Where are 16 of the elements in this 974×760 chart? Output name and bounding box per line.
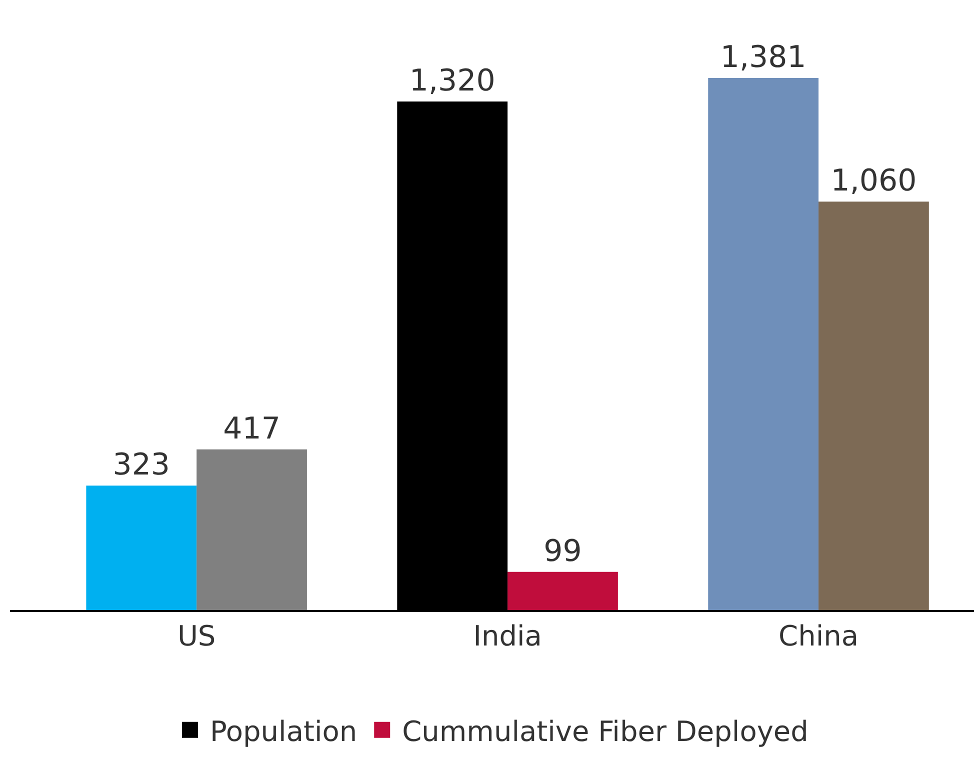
data-label: 323 bbox=[112, 448, 170, 483]
x-tick-label: US bbox=[177, 620, 216, 653]
bar bbox=[818, 202, 929, 610]
x-tick-label: China bbox=[778, 620, 859, 653]
data-label: 417 bbox=[223, 411, 280, 446]
legend-label: Cummulative Fiber Deployed bbox=[402, 714, 808, 748]
x-tick-label: India bbox=[473, 620, 542, 653]
data-label: 1,381 bbox=[720, 40, 806, 75]
bar bbox=[86, 486, 197, 610]
bar bbox=[708, 78, 819, 610]
legend-label: Population bbox=[210, 714, 358, 748]
bar bbox=[196, 449, 307, 610]
data-label: 1,320 bbox=[409, 64, 496, 98]
bar bbox=[508, 572, 618, 610]
data-label: 99 bbox=[544, 534, 582, 569]
data-label: 1,060 bbox=[830, 164, 917, 199]
